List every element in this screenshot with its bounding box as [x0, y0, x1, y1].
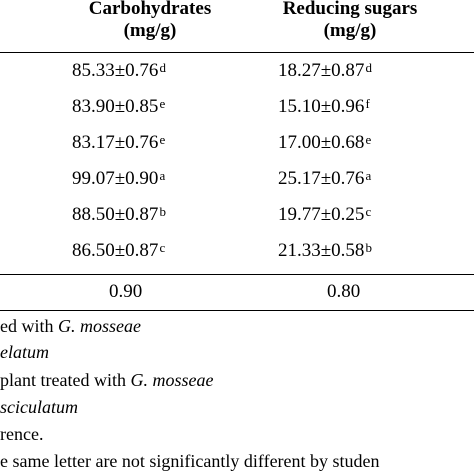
header-reducing-sugars: Reducing sugars (mg/g) — [250, 0, 450, 42]
sugar-letter: c — [365, 204, 372, 219]
header-reducing-sugars-line2: (mg/g) — [323, 20, 377, 41]
sugar-letter: f — [365, 96, 370, 111]
carb-letter: e — [159, 96, 166, 111]
header-reducing-sugars-line1: Reducing sugars — [282, 0, 418, 19]
footnote-text: ed with — [0, 316, 58, 336]
sugar-cell: 19.77±0.25c — [278, 204, 371, 226]
lsd-sugar-value: 0.80 — [327, 281, 361, 302]
sugar-cell: 15.10±0.96f — [278, 96, 370, 118]
sugar-value: 15.10±0.96 — [278, 96, 365, 117]
footnote-text: e same letter are not significantly diff… — [0, 451, 380, 471]
footnote-line: ed with G. mosseae — [0, 316, 141, 337]
carb-value: 99.07±0.90 — [72, 168, 159, 189]
sugar-letter: a — [365, 168, 372, 183]
sugar-value: 17.00±0.68 — [278, 132, 365, 153]
footnote-text: rence. — [0, 424, 44, 444]
sugar-letter: e — [365, 132, 372, 147]
footnote-line: sciculatum — [0, 397, 78, 418]
sugar-value: 25.17±0.76 — [278, 168, 365, 189]
sugar-value: 19.77±0.25 — [278, 204, 365, 225]
carb-cell: 85.33±0.76d — [72, 60, 166, 82]
sugar-cell: 17.00±0.68e — [278, 132, 371, 154]
lsd-top-rule — [0, 274, 474, 275]
header-carbohydrates: Carbohydrates (mg/g) — [50, 0, 250, 42]
sugar-cell: 18.27±0.87d — [278, 60, 372, 82]
carb-cell: 83.17±0.76e — [72, 132, 165, 154]
sugar-value: 21.33±0.58 — [278, 240, 365, 261]
footnote-species: G. mosseae — [58, 316, 141, 336]
footnote-species: G. mosseae — [130, 370, 214, 390]
footnote-line: e same letter are not significantly diff… — [0, 451, 380, 472]
carb-cell: 99.07±0.90a — [72, 168, 165, 190]
footnote-text: plant treated with — [0, 370, 131, 390]
carb-letter: a — [159, 168, 166, 183]
footnote-line: rence. — [0, 424, 43, 445]
carb-letter: c — [159, 240, 166, 255]
header-carbohydrates-line2: (mg/g) — [123, 20, 177, 41]
footnote-species: elatum — [0, 342, 49, 362]
sugar-cell: 21.33±0.58b — [278, 240, 372, 262]
sugar-value: 18.27±0.87 — [278, 60, 365, 81]
carb-cell: 88.50±0.87b — [72, 204, 166, 226]
footnote-species: sciculatum — [0, 397, 78, 417]
lsd-carb-value: 0.90 — [109, 281, 143, 302]
carb-value: 88.50±0.87 — [72, 204, 159, 225]
sugar-letter: b — [365, 240, 372, 255]
footnote-line: plant treated with G. mosseae — [0, 370, 213, 391]
sugar-letter: d — [365, 60, 372, 75]
carb-value: 85.33±0.76 — [72, 60, 159, 81]
carb-letter: d — [159, 60, 166, 75]
header-rule — [0, 52, 474, 53]
table-bottom-rule — [0, 310, 474, 311]
carb-letter: b — [159, 204, 166, 219]
carb-value: 86.50±0.87 — [72, 240, 159, 261]
header-carbohydrates-line1: Carbohydrates — [88, 0, 212, 19]
carb-value: 83.17±0.76 — [72, 132, 159, 153]
footnote-line: elatum — [0, 342, 49, 363]
carb-value: 83.90±0.85 — [72, 96, 159, 117]
carb-cell: 86.50±0.87c — [72, 240, 165, 262]
carb-letter: e — [159, 132, 166, 147]
sugar-cell: 25.17±0.76a — [278, 168, 371, 190]
carb-cell: 83.90±0.85e — [72, 96, 165, 118]
